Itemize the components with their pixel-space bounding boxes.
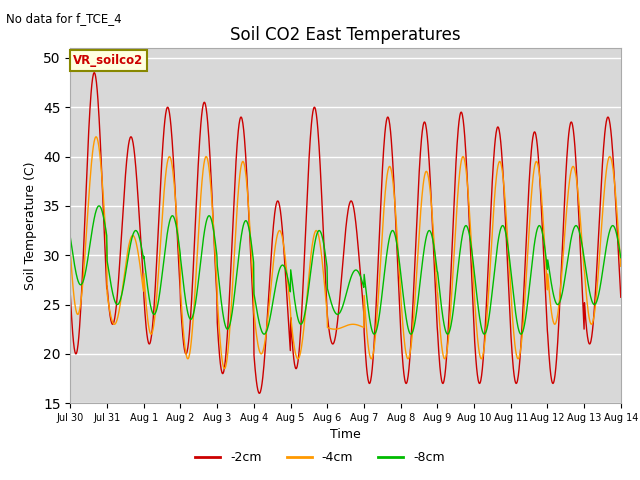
-4cm	[552, 319, 560, 325]
-2cm	[255, 390, 263, 396]
-2cm	[504, 264, 511, 270]
-8cm	[431, 253, 439, 259]
-2cm	[176, 281, 184, 287]
-2cm	[552, 361, 560, 367]
-2cm	[90, 70, 98, 75]
-4cm	[432, 265, 440, 271]
Text: No data for f_TCE_4: No data for f_TCE_4	[6, 12, 122, 25]
-8cm	[251, 296, 259, 301]
-4cm	[189, 316, 197, 322]
-8cm	[189, 312, 197, 318]
Line: -2cm: -2cm	[70, 72, 621, 393]
-8cm	[67, 235, 74, 241]
-8cm	[176, 247, 184, 253]
Y-axis label: Soil Temperature (C): Soil Temperature (C)	[24, 161, 38, 290]
Legend: -2cm, -4cm, -8cm: -2cm, -4cm, -8cm	[190, 446, 450, 469]
-4cm	[617, 264, 625, 269]
-4cm	[92, 134, 100, 140]
-2cm	[432, 294, 440, 300]
-4cm	[176, 260, 184, 265]
Line: -4cm: -4cm	[70, 137, 621, 369]
-2cm	[617, 294, 625, 300]
X-axis label: Time: Time	[330, 429, 361, 442]
Title: Soil CO2 East Temperatures: Soil CO2 East Temperatures	[230, 25, 461, 44]
-8cm	[504, 239, 511, 244]
-2cm	[189, 267, 197, 273]
-2cm	[251, 362, 259, 368]
-2cm	[67, 293, 74, 299]
-8cm	[552, 300, 560, 306]
-4cm	[252, 321, 259, 326]
-8cm	[95, 203, 103, 209]
-8cm	[617, 255, 625, 261]
-4cm	[221, 366, 228, 372]
-4cm	[67, 250, 74, 256]
Text: VR_soilco2: VR_soilco2	[73, 54, 143, 67]
-4cm	[504, 236, 511, 241]
-8cm	[517, 331, 525, 337]
Line: -8cm: -8cm	[70, 206, 621, 334]
